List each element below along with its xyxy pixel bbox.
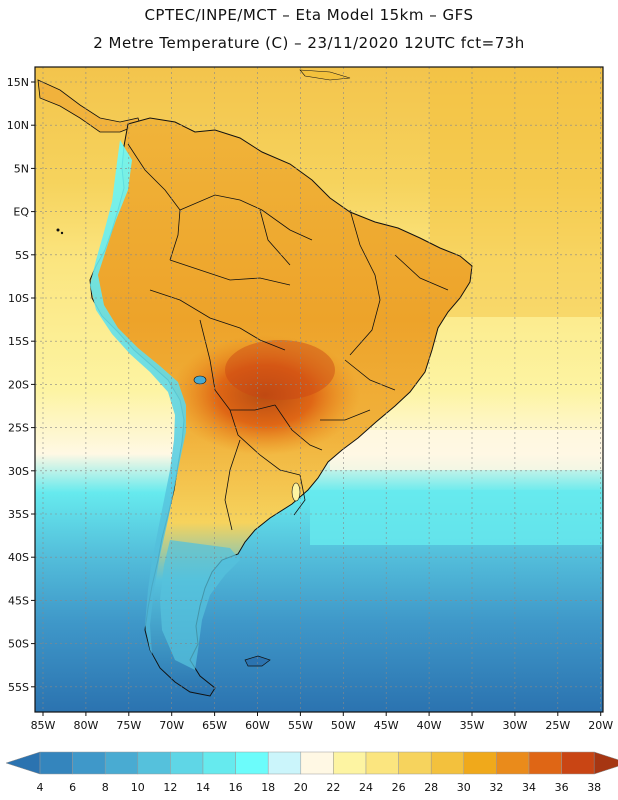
legend-label: 26 xyxy=(392,781,406,794)
lat-label: 35S xyxy=(8,508,29,521)
legend-label: 18 xyxy=(261,781,275,794)
legend-swatch xyxy=(104,751,139,775)
lat-label: 5S xyxy=(15,249,29,262)
color-legend: 4 6 8 10 12 14 16 18 20 22 24 26 28 30 32 34 36 38 xyxy=(5,751,618,794)
legend-label: 20 xyxy=(294,781,308,794)
lat-label: 50S xyxy=(8,638,29,651)
caribbean-islands xyxy=(299,69,351,81)
country-borders xyxy=(127,143,449,531)
lon-label: 80W xyxy=(73,719,98,730)
legend-over-arrow xyxy=(593,751,618,775)
legend-swatch xyxy=(333,751,367,775)
legend-label: 6 xyxy=(69,781,76,794)
latitude-axis: 15N 10N 5N EQ 5S 10S 15S 20S 25S 30S 35S 40S 45S 50S 5… xyxy=(7,76,35,694)
chart-title-line1: CPTEC/INPE/MCT – Eta Model 15km – GFS xyxy=(144,6,474,24)
legend-swatch xyxy=(398,751,432,775)
andes-cool-strip xyxy=(90,140,186,672)
lat-label: 25S xyxy=(8,422,29,435)
lon-label: 75W xyxy=(116,719,141,730)
legend-label: 8 xyxy=(102,781,109,794)
lat-label: 45S xyxy=(8,594,29,607)
lake-titicaca xyxy=(193,375,207,385)
lat-label: 40S xyxy=(8,551,29,564)
map-frame xyxy=(34,66,604,713)
lat-label: 5N xyxy=(14,162,29,175)
legend-swatch xyxy=(528,751,562,775)
lon-label: 60W xyxy=(245,719,270,730)
falkland-islands xyxy=(244,655,271,667)
legend-swatch xyxy=(463,751,497,775)
legend-label: 38 xyxy=(587,781,601,794)
lat-label: 55S xyxy=(8,681,29,694)
lon-label: 20W xyxy=(588,719,613,730)
legend-label: 28 xyxy=(424,781,438,794)
patagonia-cool-region xyxy=(160,540,240,670)
legend-label: 16 xyxy=(229,781,243,794)
legend-label: 12 xyxy=(163,781,177,794)
lon-label: 65W xyxy=(202,719,227,730)
heat-core-inner xyxy=(225,340,335,400)
legend-label: 24 xyxy=(359,781,373,794)
lon-label: 85W xyxy=(31,719,56,730)
legend-swatch xyxy=(137,751,171,775)
temperature-map: 15N 10N 5N EQ 5S 10S 15S 20S 25S 30S 35S 40S 45S 50S 5… xyxy=(7,66,613,730)
pale-band xyxy=(330,430,603,470)
lon-label: 25W xyxy=(545,719,570,730)
legend-under-arrow xyxy=(5,751,41,775)
lat-label: 10N xyxy=(7,119,29,132)
galapagos-islands xyxy=(60,231,64,235)
lon-label: 40W xyxy=(417,719,442,730)
legend-swatch xyxy=(72,751,106,775)
lon-label: 30W xyxy=(502,719,527,730)
lat-label: 20S xyxy=(8,378,29,391)
heat-core-region xyxy=(170,335,360,455)
lat-label: 15N xyxy=(7,76,29,89)
lagoa-dos-patos xyxy=(291,482,301,502)
legend-swatch xyxy=(300,751,334,775)
legend-swatch xyxy=(430,751,465,775)
lon-label: 45W xyxy=(374,719,399,730)
lon-label: 35W xyxy=(460,719,485,730)
galapagos-islands xyxy=(56,228,60,232)
legend-swatch xyxy=(235,751,269,775)
lon-label: 50W xyxy=(331,719,356,730)
legend-swatch xyxy=(267,751,302,775)
lon-label: 55W xyxy=(288,719,313,730)
legend-swatch xyxy=(170,751,204,775)
legend-label: 36 xyxy=(555,781,569,794)
cyan-band xyxy=(310,490,603,545)
legend-label: 32 xyxy=(489,781,503,794)
legend-label: 4 xyxy=(37,781,44,794)
legend-swatch xyxy=(202,751,236,775)
lat-label: 30S xyxy=(8,465,29,478)
legend-label: 30 xyxy=(457,781,471,794)
legend-swatch xyxy=(496,751,530,775)
lat-label: EQ xyxy=(13,206,29,219)
chart-title-line2: 2 Metre Temperature (C) – 23/11/2020 12U… xyxy=(93,34,525,52)
legend-swatch xyxy=(561,751,595,775)
legend-swatch xyxy=(365,751,399,775)
legend-label: 34 xyxy=(522,781,536,794)
legend-label: 14 xyxy=(196,781,210,794)
legend-label: 22 xyxy=(326,781,340,794)
longitude-axis: 85W 80W 75W 70W 65W 60W 55W 50W 45W 40W 35W 30W 25W 2… xyxy=(31,712,613,730)
legend-label: 10 xyxy=(131,781,145,794)
legend-swatch xyxy=(39,751,73,775)
lon-label: 70W xyxy=(159,719,184,730)
lat-label: 10S xyxy=(8,292,29,305)
lat-label: 15S xyxy=(8,335,29,348)
